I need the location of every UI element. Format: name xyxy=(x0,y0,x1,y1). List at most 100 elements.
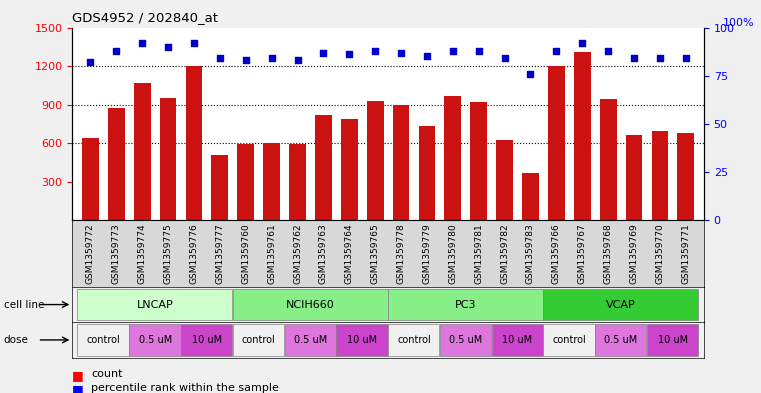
Point xyxy=(447,48,459,54)
Text: GSM1359775: GSM1359775 xyxy=(164,223,173,284)
Point xyxy=(110,48,123,54)
Point xyxy=(162,44,174,50)
Point xyxy=(317,50,330,56)
Text: GSM1359773: GSM1359773 xyxy=(112,223,121,284)
Point xyxy=(628,55,640,61)
Text: GSM1359760: GSM1359760 xyxy=(241,223,250,284)
Point xyxy=(654,55,666,61)
Bar xyxy=(543,288,699,320)
Text: ■: ■ xyxy=(72,383,84,393)
Bar xyxy=(160,98,177,220)
Bar xyxy=(543,324,594,356)
Text: GSM1359765: GSM1359765 xyxy=(371,223,380,284)
Text: GSM1359764: GSM1359764 xyxy=(345,223,354,284)
Point xyxy=(240,57,252,63)
Text: 0.5 uM: 0.5 uM xyxy=(449,335,482,345)
Text: GSM1359768: GSM1359768 xyxy=(603,223,613,284)
Text: GSM1359782: GSM1359782 xyxy=(500,223,509,284)
Bar xyxy=(263,143,280,220)
Point xyxy=(421,53,433,59)
Bar xyxy=(548,66,565,220)
Point xyxy=(576,40,588,46)
Point xyxy=(214,55,226,61)
Point xyxy=(136,40,148,46)
Bar xyxy=(134,83,151,220)
Text: GSM1359783: GSM1359783 xyxy=(526,223,535,284)
Bar xyxy=(574,52,591,220)
Point xyxy=(473,48,485,54)
Bar xyxy=(186,66,202,220)
Bar xyxy=(237,144,254,220)
Bar xyxy=(677,133,694,220)
Text: 10 uM: 10 uM xyxy=(502,335,533,345)
Point xyxy=(395,50,407,56)
Text: GSM1359766: GSM1359766 xyxy=(552,223,561,284)
Point xyxy=(524,71,537,77)
Text: 10 uM: 10 uM xyxy=(347,335,377,345)
Text: GSM1359781: GSM1359781 xyxy=(474,223,483,284)
Bar xyxy=(82,138,99,220)
Text: control: control xyxy=(397,335,431,345)
Text: GSM1359778: GSM1359778 xyxy=(396,223,406,284)
Bar xyxy=(341,119,358,220)
Point xyxy=(343,51,355,58)
Bar xyxy=(78,288,232,320)
Text: GSM1359777: GSM1359777 xyxy=(215,223,224,284)
Bar xyxy=(129,324,180,356)
Bar xyxy=(212,154,228,220)
Text: GSM1359779: GSM1359779 xyxy=(422,223,431,284)
Text: percentile rank within the sample: percentile rank within the sample xyxy=(91,383,279,393)
Text: count: count xyxy=(91,369,123,379)
Text: GSM1359772: GSM1359772 xyxy=(86,223,95,284)
Text: 10 uM: 10 uM xyxy=(658,335,688,345)
Bar xyxy=(492,324,543,356)
Bar xyxy=(388,288,543,320)
Bar xyxy=(367,101,384,220)
Bar xyxy=(440,324,491,356)
Text: dose: dose xyxy=(4,335,29,345)
Text: 0.5 uM: 0.5 uM xyxy=(604,335,638,345)
Bar xyxy=(233,288,387,320)
Bar xyxy=(233,324,284,356)
Point xyxy=(498,55,511,61)
Text: GSM1359780: GSM1359780 xyxy=(448,223,457,284)
Bar xyxy=(470,102,487,220)
Text: control: control xyxy=(552,335,586,345)
Bar xyxy=(626,135,642,220)
Text: 10 uM: 10 uM xyxy=(192,335,222,345)
Bar xyxy=(595,324,646,356)
Text: control: control xyxy=(87,335,120,345)
Bar xyxy=(388,324,439,356)
Text: GSM1359769: GSM1359769 xyxy=(629,223,638,284)
Text: GDS4952 / 202840_at: GDS4952 / 202840_at xyxy=(72,11,218,24)
Text: GSM1359770: GSM1359770 xyxy=(655,223,664,284)
Point xyxy=(550,48,562,54)
Text: GSM1359767: GSM1359767 xyxy=(578,223,587,284)
Text: GSM1359762: GSM1359762 xyxy=(293,223,302,284)
Point xyxy=(84,59,97,65)
Text: VCAP: VCAP xyxy=(607,299,636,310)
Bar xyxy=(289,144,306,220)
Text: GSM1359771: GSM1359771 xyxy=(681,223,690,284)
Bar xyxy=(651,132,668,220)
Point xyxy=(602,48,614,54)
Point xyxy=(266,55,278,61)
Text: 0.5 uM: 0.5 uM xyxy=(294,335,327,345)
Text: GSM1359774: GSM1359774 xyxy=(138,223,147,284)
Bar xyxy=(496,140,513,220)
Y-axis label: 100%: 100% xyxy=(723,18,754,28)
Bar xyxy=(444,95,461,220)
Point xyxy=(291,57,304,63)
Text: GSM1359776: GSM1359776 xyxy=(189,223,199,284)
Text: GSM1359761: GSM1359761 xyxy=(267,223,276,284)
Bar xyxy=(285,324,336,356)
Text: GSM1359763: GSM1359763 xyxy=(319,223,328,284)
Bar xyxy=(522,173,539,220)
Point xyxy=(680,55,692,61)
Bar xyxy=(419,127,435,220)
Bar xyxy=(181,324,232,356)
Bar xyxy=(600,99,616,220)
Bar xyxy=(78,324,129,356)
Text: ■: ■ xyxy=(72,369,84,382)
Bar xyxy=(393,105,409,220)
